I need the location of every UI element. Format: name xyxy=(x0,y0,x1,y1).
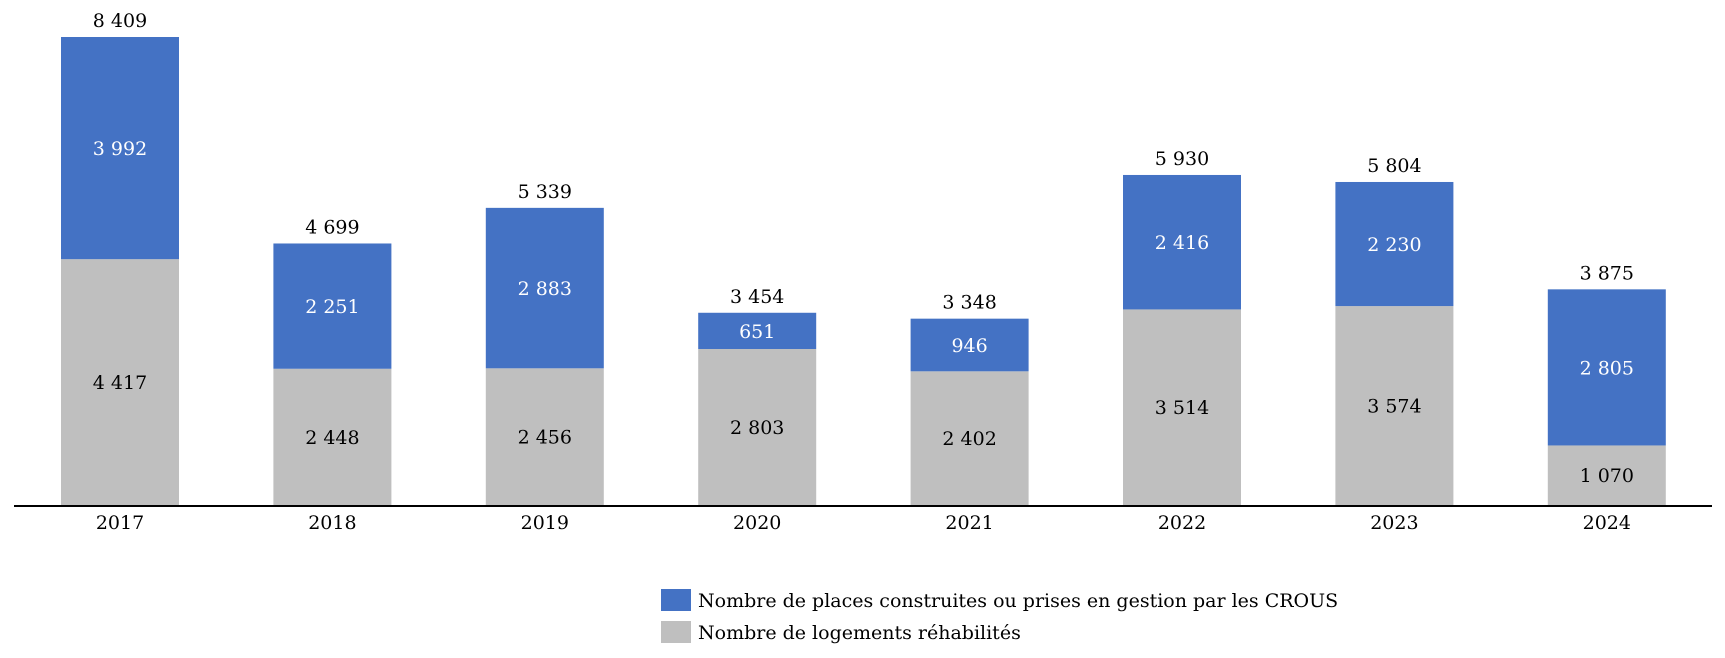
data-label-logements-2022: 3 514 xyxy=(1155,397,1209,419)
total-label-2019: 5 339 xyxy=(518,181,572,203)
total-label-2017: 8 409 xyxy=(93,10,147,32)
total-label-2018: 4 699 xyxy=(305,216,359,238)
total-label-2023: 5 804 xyxy=(1367,155,1421,177)
bar-places-2022 xyxy=(1123,174,1241,310)
x-tick-2019: 2019 xyxy=(521,512,569,534)
bars-group xyxy=(61,37,1666,505)
data-label-places-2021: 946 xyxy=(951,335,987,357)
data-label-places-2024: 2 805 xyxy=(1580,357,1634,379)
data-label-places-2022: 2 416 xyxy=(1155,232,1209,254)
bar-places-2020 xyxy=(698,312,817,349)
total-label-2024: 3 875 xyxy=(1580,262,1634,284)
bar-logements-2024 xyxy=(1547,445,1666,505)
data-label-logements-2021: 2 402 xyxy=(942,428,996,450)
legend-label-places: Nombre de places construites ou prises e… xyxy=(698,590,1338,612)
x-tick-2022: 2022 xyxy=(1158,512,1206,534)
legend-swatch-logements xyxy=(661,621,691,643)
data-label-places-2020: 651 xyxy=(739,321,775,343)
data-label-places-2023: 2 230 xyxy=(1367,234,1421,256)
x-tick-2018: 2018 xyxy=(308,512,356,534)
bar-logements-2017 xyxy=(61,259,179,505)
data-label-places-2017: 3 992 xyxy=(93,138,147,160)
bar-places-2018 xyxy=(273,243,392,369)
bar-places-2024 xyxy=(1547,289,1666,446)
x-tick-2024: 2024 xyxy=(1583,512,1631,534)
legend: Nombre de places construites ou prises e… xyxy=(661,589,1338,644)
data-label-places-2019: 2 883 xyxy=(518,278,572,300)
total-label-2022: 5 930 xyxy=(1155,148,1209,170)
bar-logements-2021 xyxy=(910,371,1029,505)
labels-group: 4 417 3 992 8 409 2 448 2 251 4 699 2 456 2 883… xyxy=(93,10,1634,487)
bar-places-2017 xyxy=(61,37,179,260)
legend-swatch-places xyxy=(661,589,691,611)
data-label-logements-2020: 2 803 xyxy=(730,417,784,439)
bar-logements-2023 xyxy=(1335,306,1454,505)
data-label-logements-2018: 2 448 xyxy=(305,427,359,449)
x-tick-2021: 2021 xyxy=(945,512,993,534)
x-tick-2020: 2020 xyxy=(733,512,781,534)
x-tick-2017: 2017 xyxy=(96,512,144,534)
bar-places-2023 xyxy=(1335,181,1454,307)
bar-places-2019 xyxy=(485,207,604,369)
data-label-logements-2019: 2 456 xyxy=(518,427,572,449)
total-label-2020: 3 454 xyxy=(730,286,784,308)
data-label-logements-2017: 4 417 xyxy=(93,372,147,394)
x-axis-ticks: 2017 2018 2019 2020 2021 2022 2023 2024 xyxy=(96,512,1631,534)
bar-places-2021 xyxy=(910,318,1029,372)
x-tick-2023: 2023 xyxy=(1370,512,1418,534)
bar-logements-2018 xyxy=(273,368,392,505)
bar-logements-2022 xyxy=(1123,309,1241,505)
bar-logements-2019 xyxy=(485,368,604,505)
data-label-places-2018: 2 251 xyxy=(305,296,359,318)
legend-label-logements: Nombre de logements réhabilités xyxy=(698,622,1021,644)
total-label-2021: 3 348 xyxy=(942,292,996,314)
data-label-logements-2023: 3 574 xyxy=(1367,396,1421,418)
data-label-logements-2024: 1 070 xyxy=(1580,465,1634,487)
bar-logements-2020 xyxy=(698,349,817,505)
